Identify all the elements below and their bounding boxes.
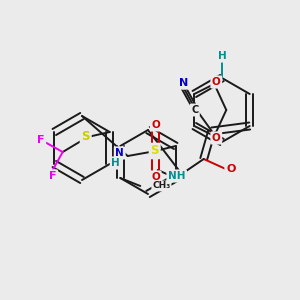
Text: O: O [212,77,221,87]
Text: C: C [191,105,198,115]
Text: CH₃: CH₃ [152,182,170,190]
Text: O: O [226,164,236,174]
Text: O: O [151,120,160,130]
Text: S: S [151,145,159,158]
Text: O: O [151,172,160,182]
Text: O: O [212,133,221,143]
Text: N: N [179,78,188,88]
Text: S: S [82,130,90,143]
Text: H: H [111,158,120,168]
Text: N: N [115,148,124,158]
Text: NH: NH [168,171,185,181]
Text: F: F [37,135,44,145]
Text: F: F [49,171,56,181]
Text: H: H [218,51,226,61]
